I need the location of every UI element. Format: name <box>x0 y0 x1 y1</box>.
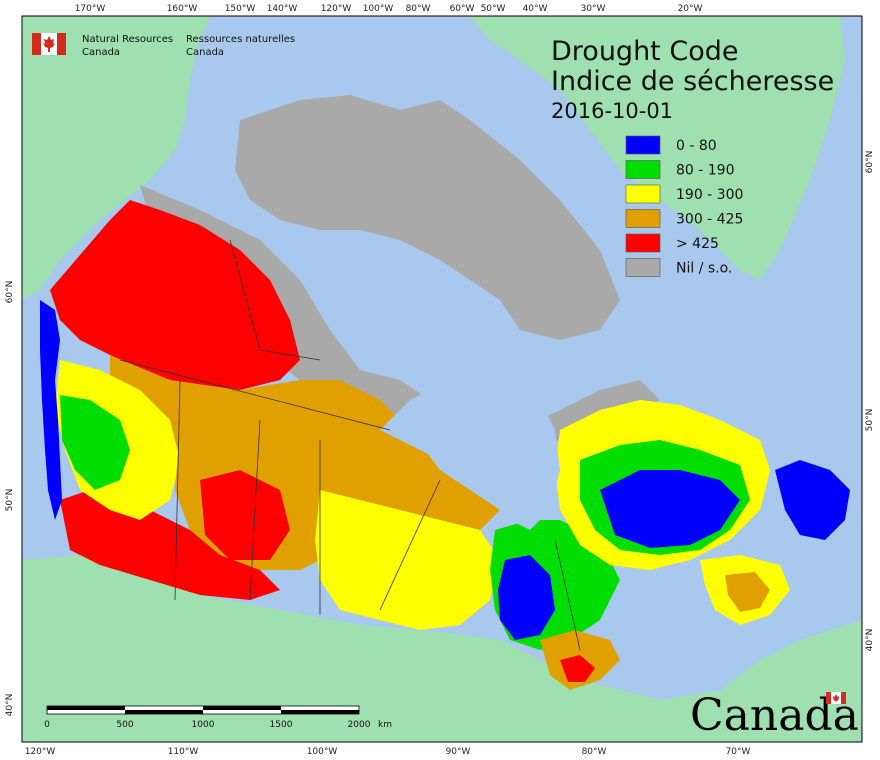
scale-label: 1000 <box>192 720 215 730</box>
province-borders <box>119 239 581 651</box>
nil-arctic-archipelago <box>235 95 620 340</box>
agency-signature: Natural Resources Canada Ressources natu… <box>32 33 295 58</box>
top-tick: 30°W <box>581 4 606 14</box>
bottom-tick: 80°W <box>582 747 607 757</box>
bottom-tick: 120°W <box>25 747 56 757</box>
agency-fr-line2: Canada <box>186 47 224 58</box>
agency-en-line2: Canada <box>82 47 120 58</box>
top-tick: 50°W <box>481 4 506 14</box>
agency-fr-line1: Ressources naturelles <box>186 34 295 45</box>
top-tick: 170°W <box>75 4 106 14</box>
scale-label: 2000 <box>348 720 371 730</box>
hudson-bay <box>380 370 560 530</box>
scale-label: 1500 <box>270 720 293 730</box>
top-tick: 40°W <box>523 4 548 14</box>
drought-yellow-central <box>315 490 500 630</box>
scale-unit: km <box>378 720 392 730</box>
drought-red-northwest <box>50 200 300 390</box>
right-tick-labels: 60°N 50°N 40°N <box>865 151 875 652</box>
nil-mainland-north <box>140 185 660 450</box>
map-title: Drought Code Indice de sécheresse 2016-1… <box>551 36 834 123</box>
bottom-tick: 70°W <box>726 747 751 757</box>
legend-label: 190 - 300 <box>676 187 743 203</box>
legend-label: Nil / s.o. <box>676 261 732 277</box>
left-tick: 40°N <box>5 694 15 717</box>
map-frame <box>21 15 863 743</box>
drought-blue-labrador <box>775 460 850 540</box>
bottom-tick: 90°W <box>446 747 471 757</box>
scale-label: 500 <box>116 720 133 730</box>
title-line2: Indice de sécheresse <box>551 66 834 97</box>
land-alaska <box>22 16 210 300</box>
left-tick: 50°N <box>5 489 15 512</box>
legend-swatch <box>625 233 661 253</box>
land-usa <box>22 555 862 742</box>
legend-swatch <box>625 258 661 277</box>
legend-swatch <box>625 184 661 204</box>
wordmark-flag-icon <box>826 692 846 704</box>
drought-blue-ontario <box>498 555 555 640</box>
drought-red-south-ontario <box>560 655 595 682</box>
legend-swatch <box>625 160 661 179</box>
right-tick: 50°N <box>865 409 875 432</box>
bottom-tick: 110°W <box>168 747 199 757</box>
drought-orange-maritimes <box>725 572 770 612</box>
top-tick: 150°W <box>225 4 256 14</box>
legend-label: 0 - 80 <box>676 138 717 154</box>
top-tick: 120°W <box>321 4 352 14</box>
legend-label: 80 - 190 <box>676 163 735 179</box>
canada-wordmark: Canada <box>690 690 859 741</box>
scale-label: 0 <box>44 720 50 730</box>
top-tick: 140°W <box>267 4 298 14</box>
canada-flag-icon <box>32 33 66 55</box>
drought-blue-quebec <box>600 470 740 548</box>
scale-bar: 0 500 1000 1500 2000 km <box>44 705 392 730</box>
legend-swatch <box>625 135 661 155</box>
drought-green-bc <box>60 395 130 490</box>
agency-en-line1: Natural Resources <box>82 34 173 45</box>
top-tick: 100°W <box>363 4 394 14</box>
drought-blue-bc-coast <box>40 300 62 520</box>
drought-red-southwest <box>60 490 280 600</box>
left-tick-labels: 60°N 50°N 40°N <box>5 281 15 717</box>
legend-label: > 425 <box>676 236 719 252</box>
legend-swatch <box>625 209 661 228</box>
legend-label: 300 - 425 <box>676 212 743 228</box>
bottom-tick-labels: 120°W 110°W 100°W 90°W 80°W 70°W <box>25 747 751 757</box>
legend: 0 - 80 80 - 190 190 - 300 300 - 425 > 425 Nil… <box>625 135 743 277</box>
left-tick: 60°N <box>5 281 15 304</box>
title-date: 2016-10-01 <box>551 99 673 123</box>
drought-red-prairies <box>200 470 290 560</box>
top-tick: 80°W <box>406 4 431 14</box>
right-tick: 40°N <box>865 629 875 652</box>
bottom-tick: 100°W <box>307 747 338 757</box>
top-tick-labels: 170°W 160°W 150°W 140°W 120°W 100°W 80°W… <box>75 4 703 14</box>
right-tick: 60°N <box>865 151 875 174</box>
title-line1: Drought Code <box>551 36 738 67</box>
top-tick: 160°W <box>167 4 198 14</box>
top-tick: 20°W <box>678 4 703 14</box>
top-tick: 60°W <box>450 4 475 14</box>
